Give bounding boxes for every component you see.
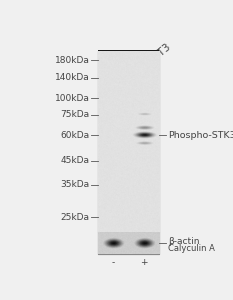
- Text: NIH/3T3: NIH/3T3: [134, 42, 172, 76]
- Bar: [98, 232, 159, 254]
- Text: 25kDa: 25kDa: [61, 213, 90, 222]
- Text: Phospho-STK3/MST2-T117: Phospho-STK3/MST2-T117: [168, 131, 233, 140]
- Text: 180kDa: 180kDa: [55, 56, 90, 65]
- Text: +: +: [140, 259, 147, 268]
- Text: Calyculin A: Calyculin A: [168, 244, 215, 253]
- Bar: [98, 51, 159, 232]
- Text: 140kDa: 140kDa: [55, 73, 90, 82]
- Text: 45kDa: 45kDa: [61, 156, 90, 165]
- Text: 100kDa: 100kDa: [55, 94, 90, 103]
- Text: -: -: [111, 259, 115, 268]
- Text: β-actin: β-actin: [168, 237, 200, 246]
- Text: 35kDa: 35kDa: [61, 181, 90, 190]
- Text: 75kDa: 75kDa: [61, 110, 90, 119]
- Bar: [98, 50, 159, 53]
- Bar: [98, 51, 159, 232]
- Text: 60kDa: 60kDa: [61, 131, 90, 140]
- Bar: [98, 232, 159, 254]
